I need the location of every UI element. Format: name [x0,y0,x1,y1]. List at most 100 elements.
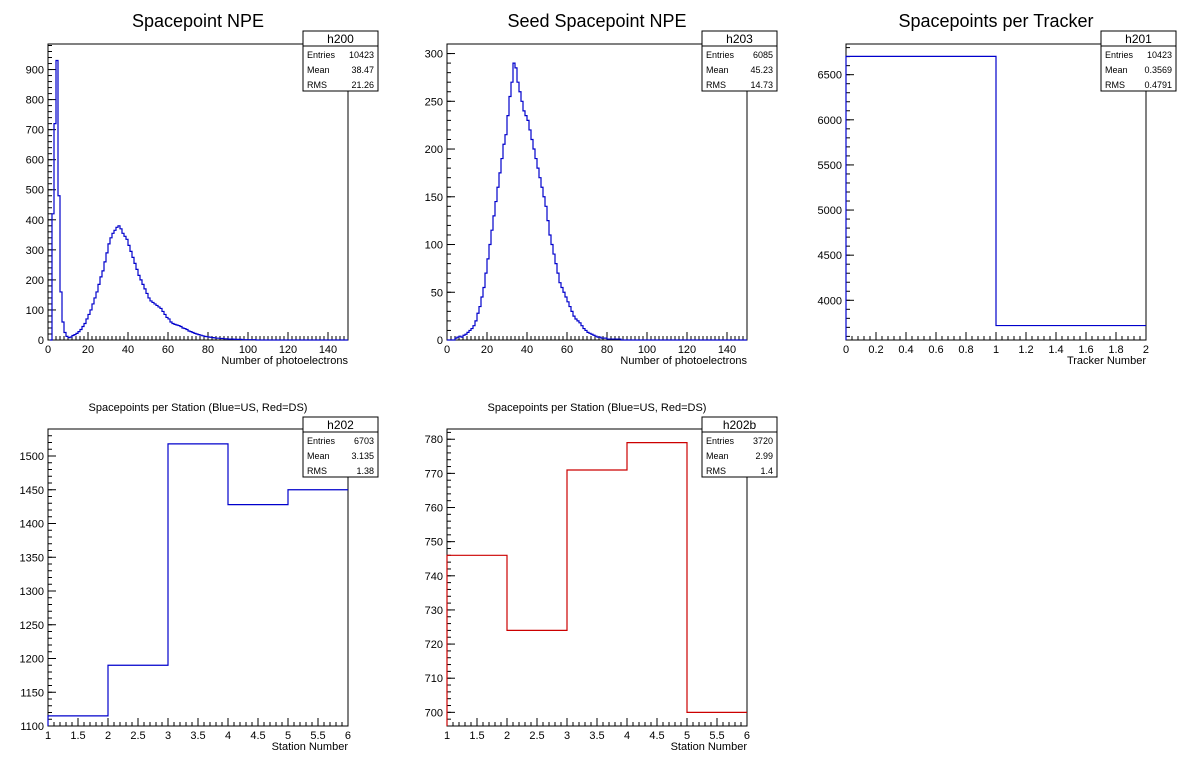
x-tick-label: 1.5 [469,730,484,742]
x-tick-label: 60 [162,344,174,356]
y-tick-label: 4500 [818,250,842,262]
chart-title: Spacepoints per Station (Blue=US, Red=DS… [488,402,707,414]
x-tick-label: 2 [105,730,111,742]
y-tick-label: 700 [26,125,44,137]
stats-label: Entries [307,50,336,60]
y-tick-label: 700 [425,707,443,719]
y-tick-label: 710 [425,673,443,685]
histogram-line [447,62,747,341]
x-tick-label: 5.5 [709,730,724,742]
x-tick-label: 0.4 [898,344,913,356]
y-tick-label: 150 [425,192,443,204]
stats-value: 3720 [753,436,773,446]
x-tick-label: 2 [1143,344,1149,356]
x-tick-label: 0 [843,344,849,356]
x-tick-label: 0.8 [958,344,973,356]
x-tick-label: 2.5 [130,730,145,742]
x-tick-label: 1.5 [70,730,85,742]
stats-label: RMS [307,466,327,476]
x-tick-label: 140 [718,344,736,356]
x-tick-label: 4 [225,730,231,742]
stats-label: Mean [706,451,729,461]
x-tick-label: 60 [561,344,573,356]
x-tick-label: 1 [45,730,51,742]
stats-label: RMS [1105,80,1125,90]
stats-label: RMS [307,80,327,90]
histogram-line [47,443,348,726]
stats-value: 10423 [1147,50,1172,60]
chart-title: Spacepoints per Station (Blue=US, Red=DS… [89,402,308,414]
x-tick-label: 5 [684,730,690,742]
stats-value: 14.73 [750,80,773,90]
x-tick-label: 0.6 [928,344,943,356]
stats-value: 3.135 [351,451,374,461]
y-tick-label: 100 [425,240,443,252]
x-tick-label: 1.2 [1018,344,1033,356]
y-tick-label: 200 [26,275,44,287]
stats-box-name: h201 [1125,32,1152,46]
x-axis-title: Number of photoelectrons [620,355,747,367]
y-tick-label: 6000 [818,115,842,127]
stats-label: RMS [706,80,726,90]
stats-value: 6703 [354,436,374,446]
stats-value: 38.47 [351,65,374,75]
x-tick-label: 1.6 [1078,344,1093,356]
stats-box: h201 Entries 10423 Mean 0.3569 RMS 0.4791 [1100,30,1177,92]
stats-box-name: h203 [726,32,753,46]
chart-title: Seed Spacepoint NPE [507,11,686,31]
y-tick-label: 4000 [818,295,842,307]
stats-label: Mean [1105,65,1128,75]
y-tick-label: 400 [26,215,44,227]
chart-panel-h202: Spacepoints per Station (Blue=US, Red=DS… [20,402,379,753]
y-tick-label: 300 [26,245,44,257]
x-tick-label: 100 [239,344,257,356]
y-tick-label: 1300 [20,586,44,598]
stats-label: Mean [706,65,729,75]
x-tick-label: 4.5 [649,730,664,742]
y-tick-label: 0 [437,335,443,347]
chart-panel-h201: Spacepoints per Tracker 0 0.2 0.4 0.6 0.8 1 1.2… [818,11,1177,367]
y-tick-label: 600 [26,155,44,167]
histogram-line [50,59,348,341]
x-tick-label: 1.4 [1048,344,1063,356]
stats-box-frame [302,30,379,92]
y-tick-label: 0 [38,335,44,347]
stats-box-frame [302,416,379,478]
y-tick-label: 5000 [818,205,842,217]
stats-box-name: h202 [327,418,354,432]
x-tick-label: 40 [122,344,134,356]
x-tick-label: 140 [319,344,337,356]
y-tick-label: 780 [425,434,443,446]
y-tick-label: 250 [425,96,443,108]
y-tick-label: 5500 [818,160,842,172]
chart-title: Spacepoints per Tracker [898,11,1093,31]
stats-value: 0.3569 [1144,65,1172,75]
x-tick-label: 0.2 [868,344,883,356]
stats-box-frame [1100,30,1177,92]
stats-value: 0.4791 [1144,80,1172,90]
stats-box-frame [701,30,778,92]
y-tick-label: 1450 [20,485,44,497]
x-tick-label: 0 [45,344,51,356]
y-tick-label: 770 [425,468,443,480]
stats-label: Mean [307,65,330,75]
x-tick-label: 3 [564,730,570,742]
stats-label: Entries [706,50,735,60]
x-tick-label: 4.5 [250,730,265,742]
x-tick-label: 1 [444,730,450,742]
x-tick-label: 0 [444,344,450,356]
y-tick-label: 800 [26,95,44,107]
y-tick-label: 760 [425,503,443,515]
y-tick-label: 1400 [20,519,44,531]
stats-box: h203 Entries 6085 Mean 45.23 RMS 14.73 [701,30,778,92]
y-tick-label: 500 [26,185,44,197]
stats-box-name: h200 [327,32,354,46]
stats-box: h202 Entries 6703 Mean 3.135 RMS 1.38 [302,416,379,478]
x-axis-title: Station Number [671,741,748,753]
stats-value: 10423 [349,50,374,60]
stats-value: 1.4 [760,466,773,476]
x-tick-label: 5 [285,730,291,742]
stats-value: 2.99 [755,451,773,461]
y-tick-label: 720 [425,639,443,651]
